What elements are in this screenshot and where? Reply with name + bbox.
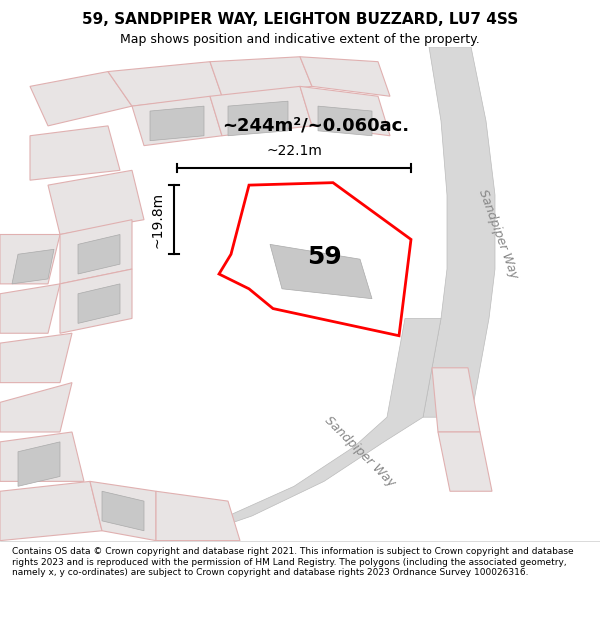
Text: 59: 59: [307, 245, 341, 269]
Polygon shape: [318, 106, 372, 136]
Polygon shape: [0, 333, 72, 382]
Polygon shape: [0, 284, 60, 333]
Text: ~244m²/~0.060ac.: ~244m²/~0.060ac.: [222, 117, 409, 135]
Polygon shape: [228, 101, 288, 136]
Polygon shape: [18, 442, 60, 486]
Polygon shape: [156, 318, 441, 541]
Polygon shape: [270, 244, 372, 299]
Polygon shape: [60, 219, 132, 284]
Polygon shape: [12, 249, 54, 284]
Text: Map shows position and indicative extent of the property.: Map shows position and indicative extent…: [120, 32, 480, 46]
Polygon shape: [90, 481, 156, 541]
Polygon shape: [210, 57, 312, 96]
Polygon shape: [210, 86, 312, 136]
Polygon shape: [423, 47, 495, 418]
Polygon shape: [432, 368, 480, 432]
Text: ~22.1m: ~22.1m: [266, 144, 322, 158]
Polygon shape: [438, 432, 492, 491]
Polygon shape: [150, 106, 204, 141]
Polygon shape: [0, 432, 84, 481]
Text: ~19.8m: ~19.8m: [151, 192, 165, 248]
Polygon shape: [156, 491, 240, 541]
Text: Sandpiper Way: Sandpiper Way: [322, 414, 398, 489]
Polygon shape: [0, 382, 72, 432]
Polygon shape: [78, 234, 120, 274]
Polygon shape: [300, 57, 390, 96]
Polygon shape: [60, 269, 132, 333]
Polygon shape: [30, 126, 120, 180]
Polygon shape: [300, 86, 390, 136]
Polygon shape: [108, 62, 222, 106]
Polygon shape: [102, 491, 144, 531]
Polygon shape: [48, 170, 144, 234]
Polygon shape: [78, 284, 120, 323]
Text: 59, SANDPIPER WAY, LEIGHTON BUZZARD, LU7 4SS: 59, SANDPIPER WAY, LEIGHTON BUZZARD, LU7…: [82, 12, 518, 27]
Text: Contains OS data © Crown copyright and database right 2021. This information is : Contains OS data © Crown copyright and d…: [12, 548, 574, 577]
Polygon shape: [132, 96, 222, 146]
Text: Sandpiper Way: Sandpiper Way: [476, 188, 520, 281]
Polygon shape: [0, 481, 102, 541]
Polygon shape: [0, 234, 60, 284]
Polygon shape: [30, 71, 132, 126]
